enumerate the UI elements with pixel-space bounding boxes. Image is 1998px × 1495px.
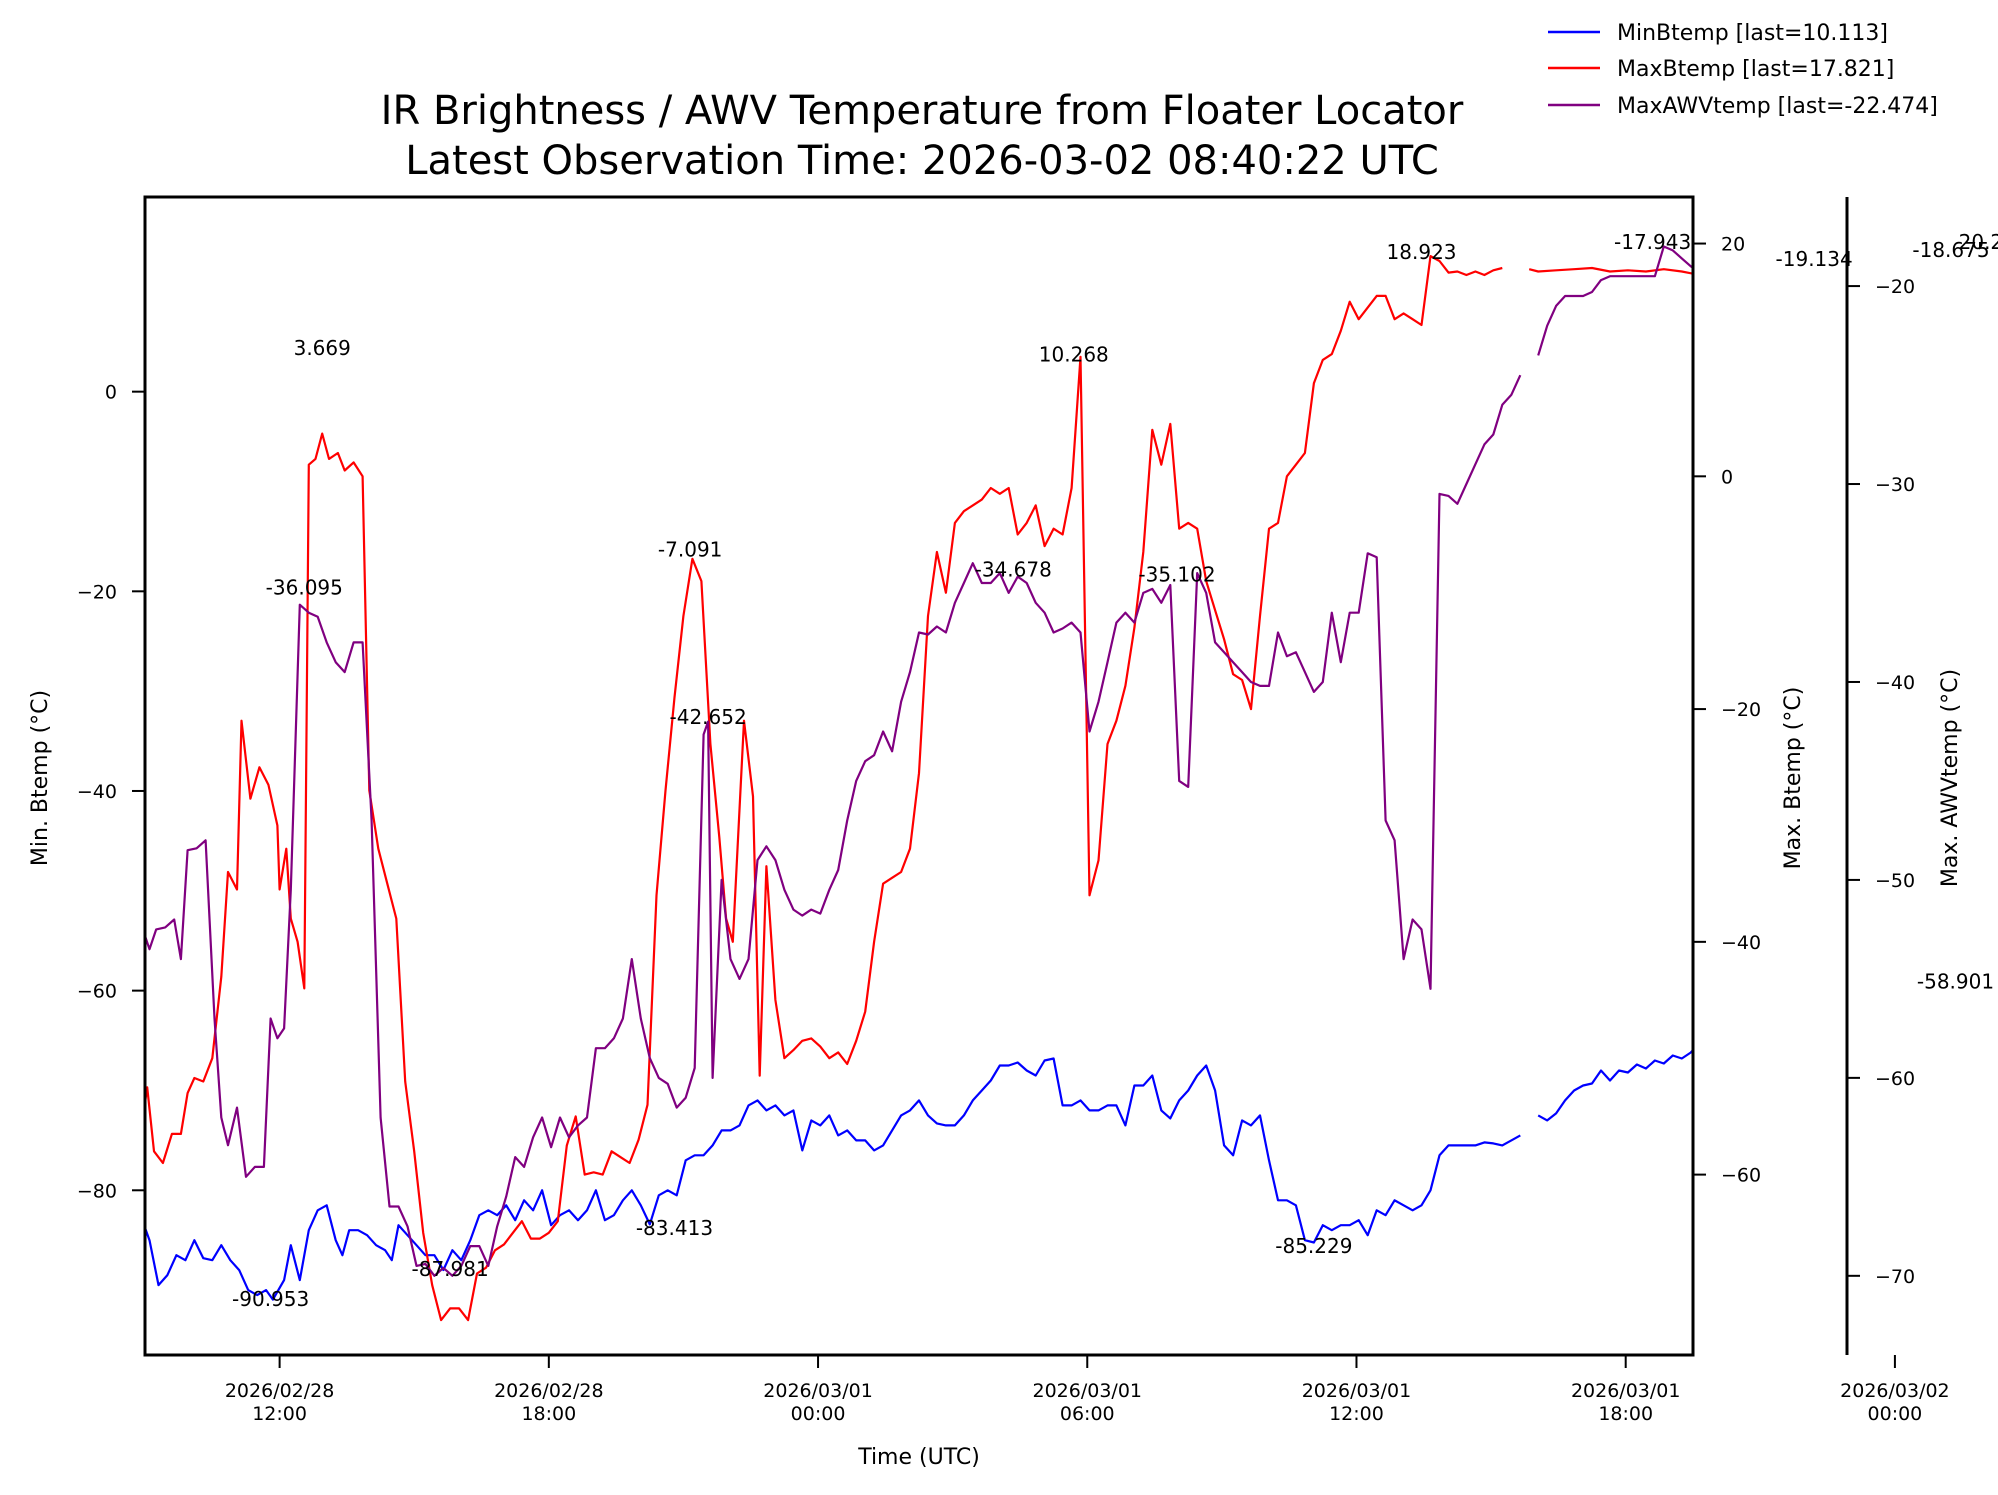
x-tick-label-time: 00:00 [791,1403,846,1425]
x-tick-label-date: 2026/03/01 [763,1380,873,1402]
y-axis-label-far-right: Max. AWVtemp (°C) [1938,669,1963,887]
data-annotation: -19.134 [1776,247,1853,271]
y-far-right-tick-label: −70 [1875,1266,1915,1288]
data-annotation: 20.248 [1959,230,1998,254]
y-right-tick-label: −40 [1721,932,1761,954]
data-annotation: -90.953 [232,1287,309,1311]
y-right-tick-label: 20 [1721,234,1745,256]
x-tick-label-date: 2026/03/02 [1840,1380,1950,1402]
y-right-tick-label: 0 [1721,466,1733,488]
y-left-tick-label: −20 [77,581,117,603]
chart-title: IR Brightness / AWV Temperature from Flo… [381,88,1464,134]
data-annotation: -34.678 [975,557,1052,581]
data-annotation: -17.943 [1614,230,1691,254]
y-far-right-tick-label: −40 [1875,672,1915,694]
data-annotation: -35.102 [1138,562,1215,586]
y-far-right-tick-label: −30 [1875,474,1915,496]
y-right-tick-label: −60 [1721,1165,1761,1187]
y-far-right-tick-label: −60 [1875,1068,1915,1090]
series-line-maxawvtemp [145,245,1693,1277]
data-annotation: -7.091 [658,537,722,561]
series-line-maxbtemp [145,255,1693,1322]
y-right-tick-label: −20 [1721,699,1761,721]
x-tick-label-date: 2026/03/01 [1033,1380,1143,1402]
legend-label-maxawvtemp: MaxAWVtemp [last=-22.474] [1617,94,1938,119]
data-annotation: -87.981 [412,1257,489,1281]
x-tick-label-time: 12:00 [252,1403,307,1425]
legend-label-maxbtemp: MaxBtemp [last=17.821] [1617,57,1894,82]
plot-frame [143,195,1695,1357]
x-tick-label-time: 12:00 [1329,1403,1384,1425]
legend: MinBtemp [last=10.113] MaxBtemp [last=17… [1548,21,1938,119]
data-annotation: 10.268 [1039,343,1109,367]
x-axis-label: Time (UTC) [857,1445,980,1470]
x-tick-label-date: 2026/02/28 [225,1380,335,1402]
x-tick-label-time: 06:00 [1060,1403,1115,1425]
y-far-right-tick-label: −50 [1875,870,1915,892]
data-annotation: 3.669 [294,336,351,360]
y-left-tick-label: −80 [77,1180,117,1202]
y-axis-label-right: Max. Btemp (°C) [1781,687,1806,870]
data-annotation: -58.901 [1917,970,1994,994]
data-annotation: -83.413 [636,1216,713,1240]
x-tick-label-date: 2026/03/01 [1571,1380,1681,1402]
legend-label-minbtemp: MinBtemp [last=10.113] [1617,21,1888,46]
data-annotation: -36.095 [266,575,343,599]
y-left-tick-label: 0 [105,382,117,404]
y-axis-label-left: Min. Btemp (°C) [28,690,53,866]
x-tick-label-date: 2026/02/28 [494,1380,604,1402]
y-left-tick-label: −60 [77,981,117,1003]
y-left-tick-label: −40 [77,781,117,803]
series-line-minbtemp [145,1048,1693,1301]
data-annotation: -18.675 [1912,238,1989,262]
x-tick-label-time: 00:00 [1868,1403,1923,1425]
data-annotation: 18.923 [1387,240,1457,264]
data-annotation: -42.652 [670,705,747,729]
y-far-right-tick-label: −20 [1875,276,1915,298]
x-tick-label-time: 18:00 [1598,1403,1653,1425]
x-tick-label-date: 2026/03/01 [1302,1380,1412,1402]
data-annotation: -85.229 [1275,1234,1352,1258]
x-tick-label-time: 18:00 [521,1403,576,1425]
chart-subtitle: Latest Observation Time: 2026-03-02 08:4… [405,138,1439,184]
